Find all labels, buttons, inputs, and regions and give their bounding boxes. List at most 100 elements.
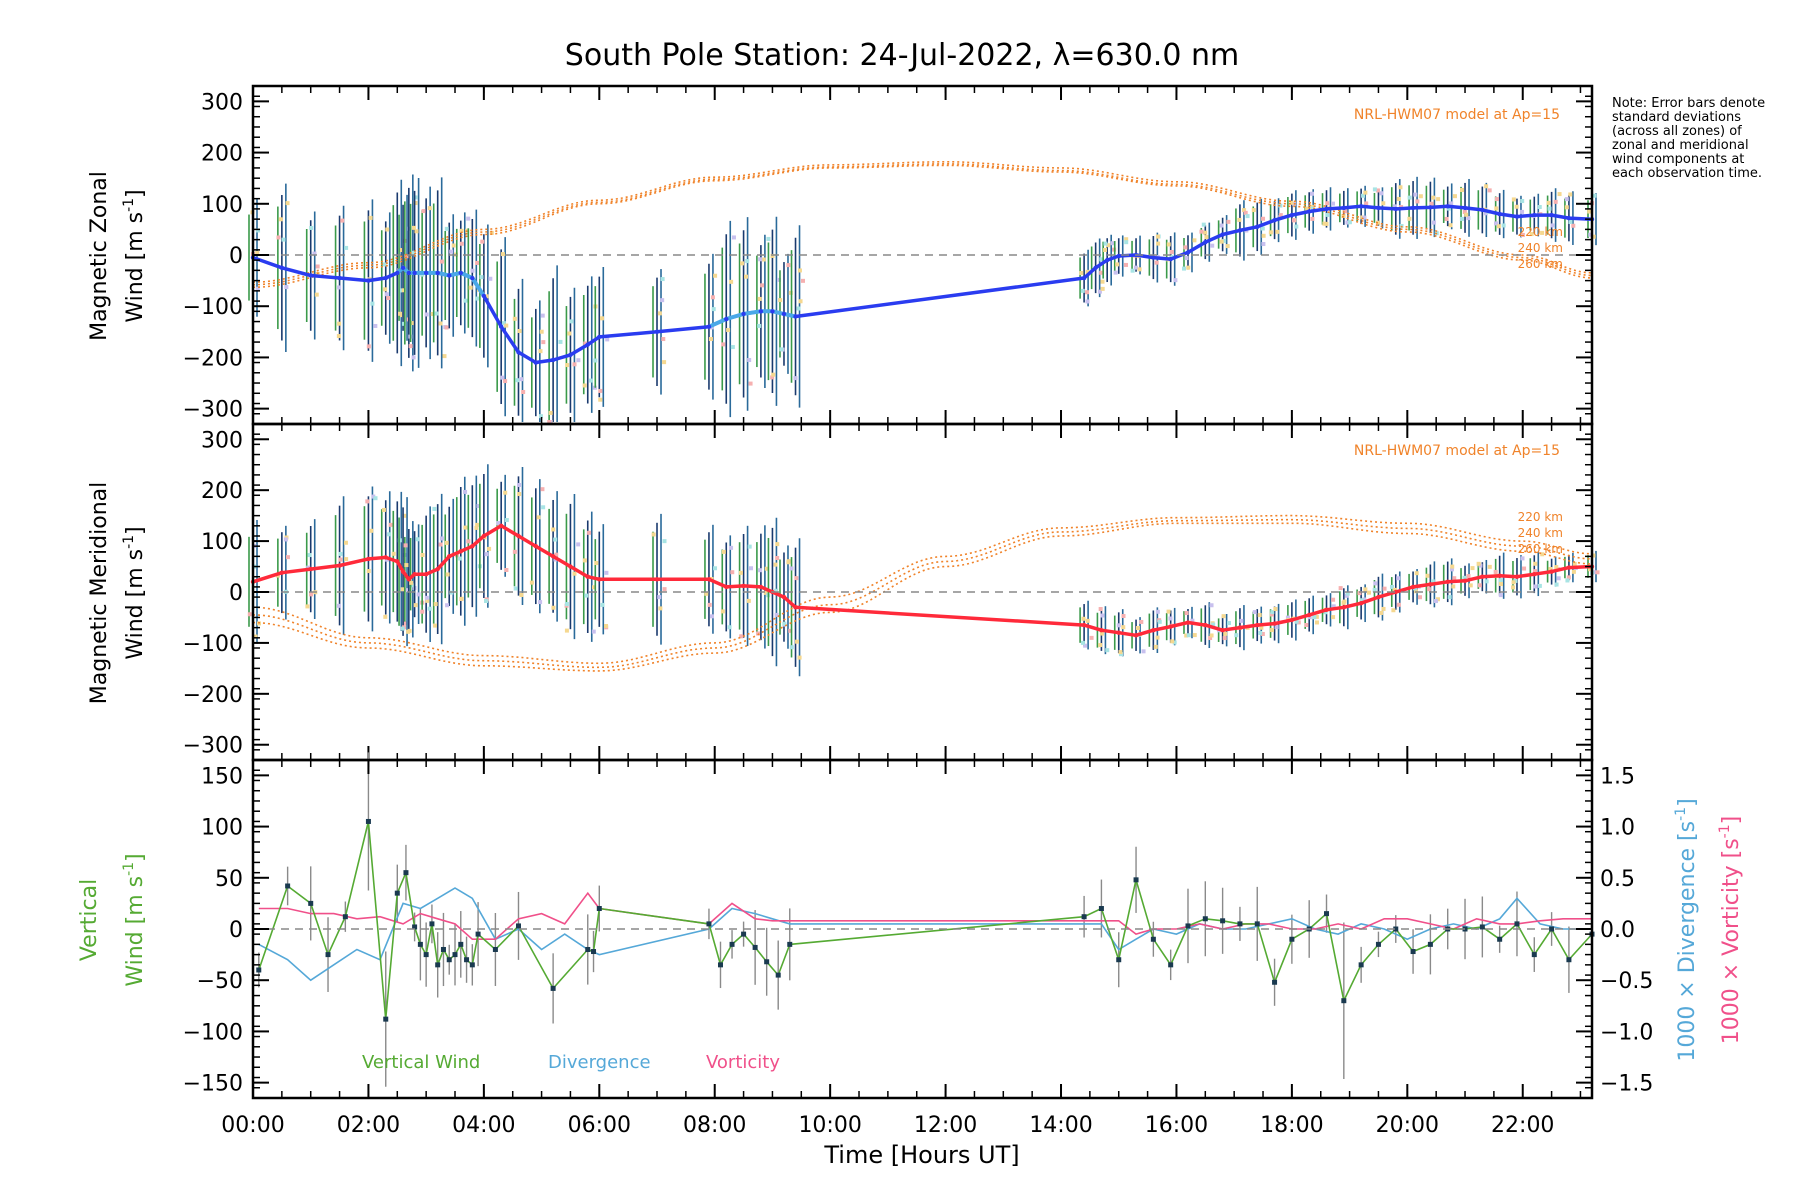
zone-dot bbox=[517, 492, 522, 497]
wind-fit-point bbox=[1220, 627, 1225, 633]
vertical-wind-point bbox=[1116, 957, 1122, 963]
zone-dot bbox=[770, 253, 775, 258]
zone-dot bbox=[758, 257, 763, 262]
wind-fit-point bbox=[423, 270, 429, 276]
zone-dot bbox=[256, 228, 261, 233]
wind-fit-point bbox=[1410, 205, 1416, 211]
zone-dot bbox=[516, 482, 521, 487]
hwm-model-curve bbox=[252, 161, 1593, 283]
zone-dot bbox=[747, 357, 752, 362]
x-tick-label: 06:00 bbox=[568, 1113, 631, 1138]
zone-dot bbox=[1520, 556, 1525, 561]
zone-dot bbox=[1391, 608, 1396, 613]
zone-dot bbox=[1085, 618, 1090, 623]
meridional-ylabel: Magnetic Meridional Wind [m s-1] bbox=[87, 482, 148, 704]
zone-dot bbox=[513, 586, 518, 591]
zone-dot bbox=[797, 268, 802, 273]
zone-dot bbox=[1186, 265, 1191, 270]
zone-dot bbox=[1331, 201, 1336, 206]
zone-dot bbox=[1116, 623, 1121, 628]
zone-dot bbox=[442, 354, 447, 359]
wind-fit-point bbox=[585, 342, 590, 347]
x-tick-label: 16:00 bbox=[1145, 1113, 1208, 1138]
zone-dot bbox=[660, 298, 665, 303]
zone-dot bbox=[420, 609, 425, 614]
wind-fit-point bbox=[1306, 209, 1312, 214]
x-tick-label: 12:00 bbox=[914, 1113, 977, 1138]
zone-dot bbox=[1273, 607, 1278, 612]
zone-dot bbox=[1106, 243, 1111, 248]
y-tick-label: −50 bbox=[197, 969, 243, 994]
zone-dot bbox=[501, 321, 506, 326]
vertical-wind-point bbox=[285, 883, 291, 889]
zone-dot bbox=[255, 286, 260, 291]
zone-dot bbox=[1325, 212, 1330, 217]
vertical-wind-point bbox=[1358, 962, 1364, 968]
vertical-wind-point bbox=[717, 962, 723, 968]
zone-dot bbox=[774, 588, 779, 593]
zone-dot bbox=[594, 561, 599, 566]
zone-dot bbox=[503, 379, 508, 384]
zone-dot bbox=[1566, 575, 1571, 580]
zone-dot bbox=[276, 235, 281, 240]
zone-dot bbox=[551, 605, 556, 610]
wind-fit-point bbox=[383, 275, 388, 281]
zone-dot bbox=[1259, 625, 1264, 630]
zone-dot bbox=[512, 549, 517, 554]
zonal-axes: −300 −200 −100 0 100 200 300 bbox=[183, 84, 1594, 426]
zone-dot bbox=[1429, 201, 1434, 206]
zone-dot bbox=[1446, 206, 1451, 211]
zone-dot bbox=[521, 389, 526, 394]
wind-fit-point bbox=[1168, 256, 1173, 262]
zone-dot bbox=[604, 570, 609, 575]
zone-dot bbox=[1204, 235, 1209, 240]
zone-dot bbox=[786, 560, 791, 565]
zonal-ylabel: Magnetic Zonal Wind [m s-1] bbox=[87, 171, 148, 341]
zone-dot bbox=[1192, 238, 1197, 243]
zone-dot bbox=[414, 229, 419, 234]
vertical-wind-point bbox=[446, 957, 452, 963]
zone-dot bbox=[337, 321, 342, 326]
divergence-ylabel-text: 1000 × Divergence [s-1] bbox=[1673, 798, 1700, 1061]
zone-dot bbox=[445, 572, 450, 577]
wind-fit-point bbox=[1341, 605, 1347, 610]
zone-dot bbox=[1085, 299, 1090, 304]
meridional-axes: −300 −200 −100 0 100 200 300 bbox=[183, 422, 1594, 762]
zone-dot bbox=[484, 294, 489, 299]
zone-dot bbox=[1477, 583, 1482, 588]
zone-dot bbox=[548, 410, 553, 415]
wind-fit-point bbox=[516, 350, 521, 355]
wind-fit-point bbox=[1272, 217, 1277, 223]
y-tick-label: 0 bbox=[229, 581, 243, 606]
zone-dot bbox=[1462, 209, 1467, 214]
vorticity-ylabel-word: 1000 × Vorticity bbox=[1719, 865, 1744, 1044]
vertical-wind-point bbox=[365, 818, 371, 824]
zone-dot bbox=[1305, 206, 1310, 211]
vertical-wind-point bbox=[1133, 877, 1139, 883]
wind-fit-point bbox=[1532, 212, 1537, 218]
vorticity-ylabel-text: 1000 × Vorticity [s-1] bbox=[1717, 816, 1744, 1044]
wind-fit-point bbox=[1151, 627, 1156, 633]
zone-dot bbox=[433, 602, 438, 607]
divergence-ylabel: 1000 × Divergence [s-1] bbox=[1673, 798, 1700, 1061]
zone-dot bbox=[576, 542, 581, 547]
zone-dot bbox=[315, 264, 320, 269]
zone-dot bbox=[1099, 257, 1104, 262]
zonal-ylabel-word: Wind bbox=[123, 267, 148, 322]
wind-fit-point bbox=[741, 311, 746, 317]
zone-dot bbox=[1118, 650, 1123, 655]
y-tick-label: 100 bbox=[201, 530, 243, 555]
zone-dot bbox=[1449, 201, 1454, 206]
wind-fit-point bbox=[1081, 622, 1087, 628]
zone-dot bbox=[710, 295, 715, 300]
wind-fit-point bbox=[1410, 584, 1416, 590]
zone-dot bbox=[382, 262, 387, 267]
zone-dot bbox=[798, 299, 803, 304]
y-tick-label: 0 bbox=[229, 244, 243, 269]
vertical-wind-point bbox=[1479, 924, 1485, 930]
wind-fit-point bbox=[337, 563, 342, 568]
zone-dot bbox=[1587, 209, 1592, 214]
wind-fit-point bbox=[585, 574, 590, 579]
wind-fit-point bbox=[1341, 205, 1347, 211]
vertical-ylabel-word: Wind bbox=[123, 931, 148, 986]
